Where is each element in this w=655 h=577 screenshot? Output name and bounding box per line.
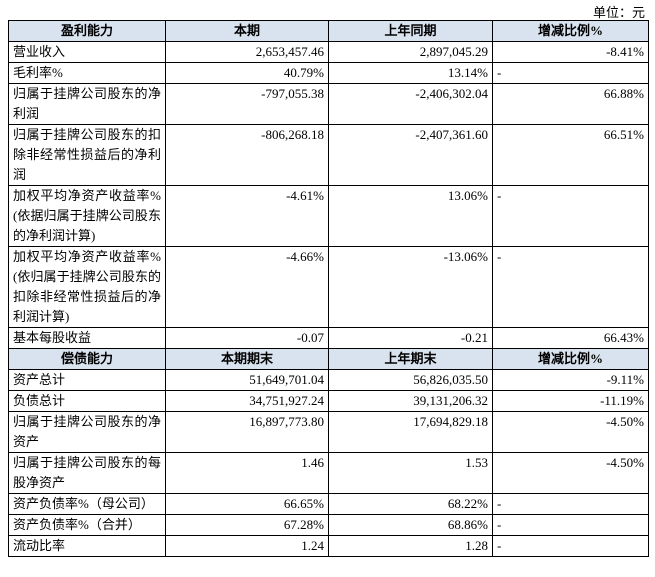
- row-label: 归属于挂牌公司股东的净利润: [8, 83, 166, 125]
- value-cell: 68.86%: [328, 514, 493, 536]
- value-cell: -: [492, 62, 649, 84]
- data-row: 流动比率 1.24 1.28-: [8, 535, 649, 557]
- data-row: 资产负债率%（母公司） 66.65% 68.22% -: [8, 493, 649, 515]
- row-label: 营业收入: [8, 41, 166, 63]
- row-label: 基本每股收益: [8, 327, 166, 349]
- value-cell: -2,406,302.04: [328, 83, 493, 125]
- table: 盈利能力 本期 上年同期 增减比例% 营业收入 2,653,457.46 2,897,045…: [8, 20, 649, 557]
- value-cell: 66.51%: [492, 124, 649, 186]
- value-cell: 67.28%: [165, 514, 329, 536]
- value-cell: 1.46: [165, 452, 329, 494]
- data-row: 毛利率% 40.79% 13.14% -: [8, 62, 649, 84]
- value-cell: -: [492, 246, 649, 328]
- row-label: 加权平均净资产收益率%(依据归属于挂牌公司股东的净利润计算): [8, 185, 166, 247]
- data-row: 加权平均净资产收益率%(依据归属于挂牌公司股东的净利润计算) -4.61% 13.0…: [8, 185, 649, 247]
- header-cell: 上年同期: [328, 20, 493, 42]
- row-label: 流动比率: [8, 535, 166, 557]
- value-cell: 13.14%: [328, 62, 493, 84]
- row-label: 毛利率%: [8, 62, 166, 84]
- value-cell: -: [492, 493, 649, 515]
- value-cell: 39,131,206.32: [328, 390, 493, 412]
- value-cell: -: [492, 514, 649, 536]
- data-row: 营业收入 2,653,457.46 2,897,045.29 -8.41%: [8, 41, 649, 63]
- header-cell: 增减比例%: [492, 20, 649, 42]
- value-cell: -4.50%: [492, 452, 649, 494]
- unit-label: 单位：元: [592, 5, 645, 20]
- value-cell: 2,897,045.29: [328, 41, 493, 63]
- value-cell: -4.66%: [165, 246, 329, 328]
- value-cell: 68.22%: [328, 493, 493, 515]
- value-cell: 17,694,829.18: [328, 411, 493, 453]
- header-row: 偿债能力 本期期末 上年期末 增减比例%: [8, 348, 649, 370]
- value-cell: -0.07: [165, 327, 329, 349]
- row-label: 归属于挂牌公司股东的每股净资产: [8, 452, 166, 494]
- value-cell: 34,751,927.24: [165, 390, 329, 412]
- value-cell: -2,407,361.60: [328, 124, 493, 186]
- row-label: 归属于挂牌公司股东的净资产: [8, 411, 166, 453]
- data-row: 基本每股收益 -0.07 -0.21 66.43%: [8, 327, 649, 349]
- header-cell: 盈利能力: [8, 20, 166, 42]
- row-label: 加权平均净资产收益率%(依归属于挂牌公司股东的扣除非经常性损益后的净利润计算): [8, 246, 166, 328]
- value-cell: -: [492, 185, 649, 247]
- value-cell: -11.19%: [492, 390, 649, 412]
- value-cell: -4.61%: [165, 185, 329, 247]
- data-row: 归属于挂牌公司股东的净利润 -797,055.38 -2,406,302.04 66.…: [8, 83, 649, 125]
- row-label: 资产负债率%（合并）: [8, 514, 166, 536]
- value-cell: -4.50%: [492, 411, 649, 453]
- data-row: 归属于挂牌公司股东的每股净资产 1.46 1.53 -4.50%: [8, 452, 649, 494]
- value-cell: 16,897,773.80: [165, 411, 329, 453]
- value-cell: -797,055.38: [165, 83, 329, 125]
- value-cell: -0.21: [328, 327, 493, 349]
- value-cell: 56,826,035.50: [328, 369, 493, 391]
- data-row: 归属于挂牌公司股东的净资产 16,897,773.80 17,694,829.18-…: [8, 411, 649, 453]
- value-cell: 1.24: [165, 535, 329, 557]
- value-cell: -: [492, 535, 649, 557]
- value-cell: 1.28: [328, 535, 493, 557]
- data-row: 资产总计 51,649,701.04 56,826,035.50 -9.11%: [8, 369, 649, 391]
- value-cell: 1.53: [328, 452, 493, 494]
- header-cell: 本期: [165, 20, 329, 42]
- value-cell: -9.11%: [492, 369, 649, 391]
- row-label: 资产总计: [8, 369, 166, 391]
- value-cell: -13.06%: [328, 246, 493, 328]
- value-cell: -806,268.18: [165, 124, 329, 186]
- header-row: 盈利能力 本期 上年同期 增减比例%: [8, 20, 649, 42]
- data-row: 归属于挂牌公司股东的扣除非经常性损益后的净利润 -806,268.18 -2,407…: [8, 124, 649, 186]
- header-cell: 偿债能力: [8, 348, 166, 370]
- header-cell: 增减比例%: [492, 348, 649, 370]
- data-row: 加权平均净资产收益率%(依归属于挂牌公司股东的扣除非经常性损益后的净利润计算) -…: [8, 246, 649, 328]
- header-cell: 上年期末: [328, 348, 493, 370]
- value-cell: 40.79%: [165, 62, 329, 84]
- value-cell: 2,653,457.46: [165, 41, 329, 63]
- value-cell: 66.88%: [492, 83, 649, 125]
- header-cell: 本期期末: [165, 348, 329, 370]
- value-cell: 66.65%: [165, 493, 329, 515]
- value-cell: 66.43%: [492, 327, 649, 349]
- row-label: 资产负债率%（母公司）: [8, 493, 166, 515]
- data-row: 负债总计 34,751,927.24 39,131,206.32 -11.19%: [8, 390, 649, 412]
- row-label: 负债总计: [8, 390, 166, 412]
- row-label: 归属于挂牌公司股东的扣除非经常性损益后的净利润: [8, 124, 166, 186]
- value-cell: -8.41%: [492, 41, 649, 63]
- value-cell: 13.06%: [328, 185, 493, 247]
- value-cell: 51,649,701.04: [165, 369, 329, 391]
- data-row: 资产负债率%（合并） 67.28% 68.86% -: [8, 514, 649, 536]
